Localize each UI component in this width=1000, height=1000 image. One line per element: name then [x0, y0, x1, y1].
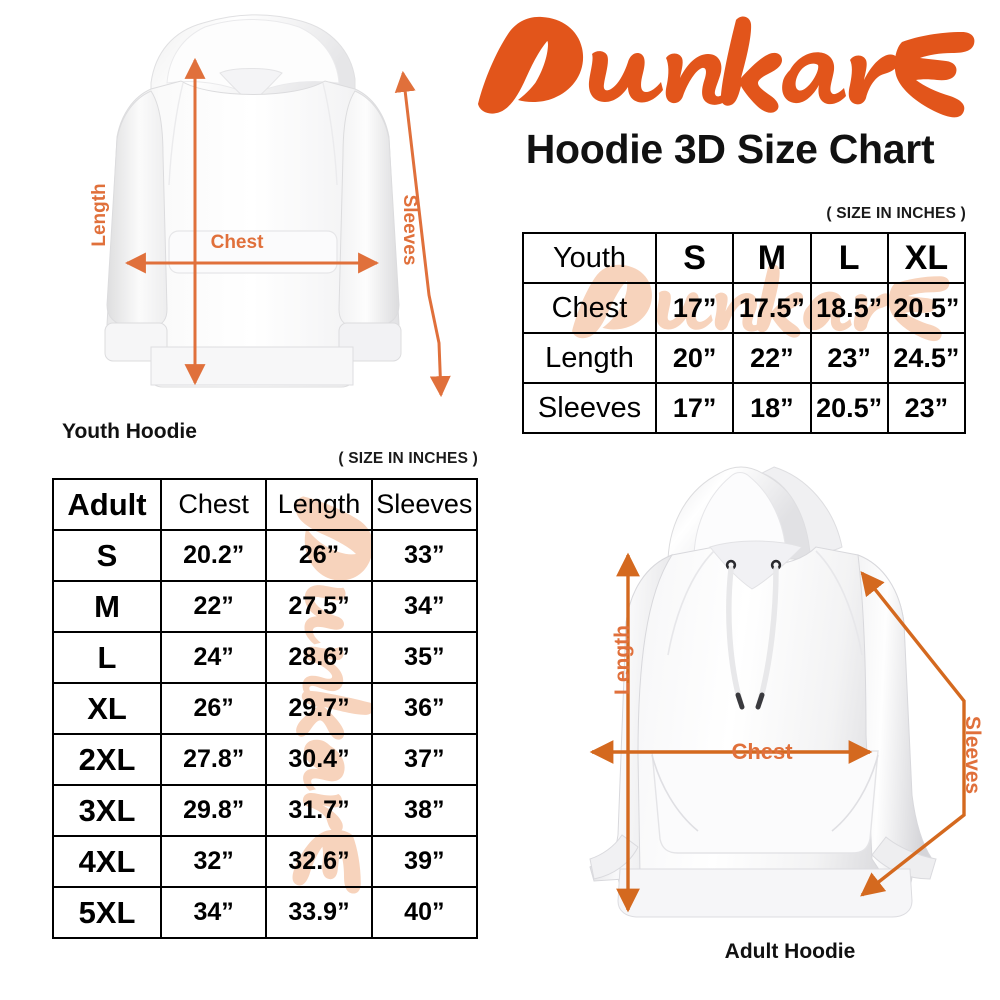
youth-length-m: 22” [732, 332, 812, 384]
brand-logo [470, 8, 980, 123]
adult-chest-5xl: 34” [159, 886, 268, 939]
adult-sleeves-xl: 36” [370, 682, 479, 735]
youth-row-label-chest: Chest [522, 282, 657, 334]
adult-chest-3xl: 29.8” [159, 784, 268, 837]
youth-sleeves-m: 18” [732, 382, 812, 434]
table-row-header: Youth S M L XL [522, 232, 967, 284]
adult-col-size: Adult [52, 478, 162, 531]
table-row-header: Adult Chest Length Sleeves [52, 478, 479, 531]
youth-chest-l: 18.5” [809, 282, 889, 334]
youth-col-m: M [732, 232, 812, 284]
adult-length-3xl: 31.7” [265, 784, 373, 837]
adult-length-measure-label: Length [611, 625, 634, 695]
table-row: L 24” 28.6” 35” [52, 631, 479, 684]
youth-sleeves-measure-label: Sleeves [399, 194, 420, 266]
adult-size-xl: XL [52, 682, 162, 735]
youth-col-l: L [809, 232, 889, 284]
youth-hoodie-illustration [104, 14, 451, 398]
table-row: M 22” 27.5” 34” [52, 580, 479, 633]
table-row: XL 26” 29.7” 36” [52, 682, 479, 735]
adult-sleeves-2xl: 37” [370, 733, 479, 786]
youth-col-s: S [654, 232, 735, 284]
adult-col-chest: Chest [159, 478, 268, 531]
adult-sleeves-4xl: 39” [370, 835, 479, 888]
youth-row-label-length: Length [522, 332, 657, 384]
table-row: 4XL 32” 32.6” 39” [52, 835, 479, 888]
youth-size-table: Youth S M L XL Chest 17” 17.5” 18.5” 20.… [522, 232, 967, 434]
youth-corner-label: Youth [522, 232, 657, 284]
adult-hoodie-caption: Adult Hoodie [724, 940, 856, 963]
youth-length-l: 23” [809, 332, 889, 384]
youth-chest-s: 17” [654, 282, 735, 334]
table-row: Length 20” 22” 23” 24.5” [522, 332, 967, 384]
youth-chest-m: 17.5” [732, 282, 812, 334]
youth-col-xl: XL [886, 232, 967, 284]
youth-length-s: 20” [654, 332, 735, 384]
adult-length-2xl: 30.4” [265, 733, 373, 786]
youth-sleeves-arrow [394, 70, 451, 398]
table-row: S 20.2” 26” 33” [52, 529, 479, 582]
adult-length-4xl: 32.6” [265, 835, 373, 888]
adult-sleeves-s: 33” [370, 529, 479, 582]
table-row: 5XL 34” 33.9” 40” [52, 886, 479, 939]
table-row: Chest 17” 17.5” 18.5” 20.5” [522, 282, 967, 334]
table-row: 3XL 29.8” 31.7” 38” [52, 784, 479, 837]
youth-sleeves-s: 17” [654, 382, 735, 434]
adult-col-sleeves: Sleeves [370, 478, 479, 531]
adult-size-4xl: 4XL [52, 835, 162, 888]
adult-sleeves-measure-label: Sleeves [961, 715, 984, 795]
adult-sleeves-m: 34” [370, 580, 479, 633]
adult-sleeves-bracket [860, 571, 966, 897]
adult-chest-l: 24” [159, 631, 268, 684]
adult-length-m: 27.5” [265, 580, 373, 633]
youth-chest-xl: 20.5” [886, 282, 967, 334]
adult-sleeves-3xl: 38” [370, 784, 479, 837]
adult-length-xl: 29.7” [265, 682, 373, 735]
adult-chest-measure-label: Chest [731, 739, 793, 764]
youth-hoodie-caption: Youth Hoodie [62, 420, 197, 443]
youth-length-xl: 24.5” [886, 332, 967, 384]
adult-sleeves-5xl: 40” [370, 886, 479, 939]
adult-chest-s: 20.2” [159, 529, 268, 582]
adult-length-5xl: 33.9” [265, 886, 373, 939]
table-row: Sleeves 17” 18” 20.5” 23” [522, 382, 967, 434]
adult-size-3xl: 3XL [52, 784, 162, 837]
adult-size-table: Adult Chest Length Sleeves S 20.2” 26” 3… [52, 478, 479, 939]
youth-length-measure-label: Length [89, 183, 110, 247]
adult-size-m: M [52, 580, 162, 633]
youth-row-label-sleeves: Sleeves [522, 382, 657, 434]
adult-hoodie-illustration [589, 466, 966, 918]
youth-sleeves-l: 20.5” [809, 382, 889, 434]
adult-chest-m: 22” [159, 580, 268, 633]
adult-chest-4xl: 32” [159, 835, 268, 888]
youth-sleeves-xl: 23” [886, 382, 967, 434]
youth-chest-measure-label: Chest [210, 232, 264, 253]
adult-size-s: S [52, 529, 162, 582]
table-row: 2XL 27.8” 30.4” 37” [52, 733, 479, 786]
adult-chest-2xl: 27.8” [159, 733, 268, 786]
adult-col-length: Length [265, 478, 373, 531]
adult-units-note: ( SIZE IN INCHES ) [338, 450, 478, 467]
adult-size-5xl: 5XL [52, 886, 162, 939]
adult-size-2xl: 2XL [52, 733, 162, 786]
adult-length-l: 28.6” [265, 631, 373, 684]
youth-units-note: ( SIZE IN INCHES ) [826, 205, 966, 222]
adult-chest-xl: 26” [159, 682, 268, 735]
adult-size-l: L [52, 631, 162, 684]
adult-length-s: 26” [265, 529, 373, 582]
page-title: Hoodie 3D Size Chart [525, 126, 935, 172]
adult-sleeves-l: 35” [370, 631, 479, 684]
